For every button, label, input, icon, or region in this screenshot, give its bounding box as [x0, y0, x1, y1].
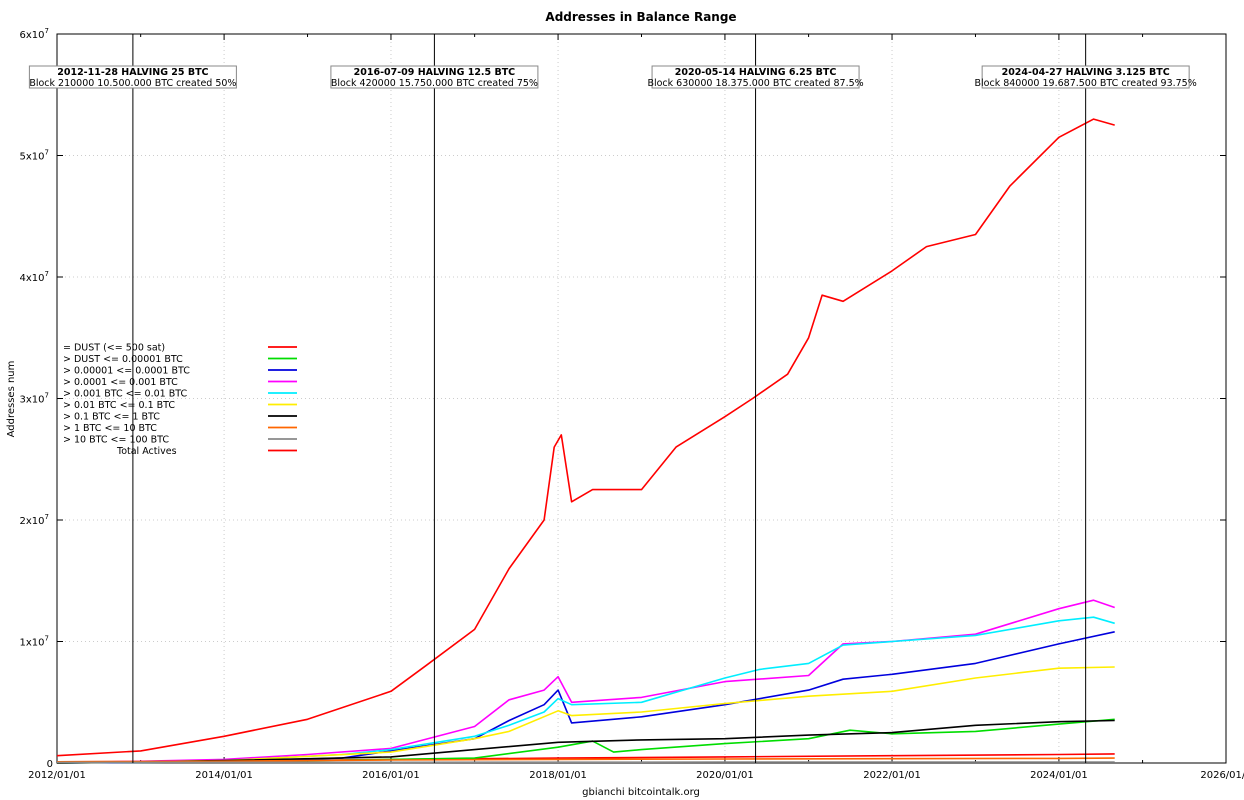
legend-label: = DUST (<= 500 sat): [63, 343, 165, 354]
halving-subtitle: Block 210000 10.500.000 BTC created 50%: [29, 78, 236, 89]
halving-subtitle: Block 420000 15.750.000 BTC created 75%: [331, 78, 538, 89]
legend-label: > 10 BTC <= 100 BTC: [63, 435, 169, 446]
legend-label: > 0.00001 <= 0.0001 BTC: [63, 366, 190, 377]
chart-title: Addresses in Balance Range: [545, 10, 736, 24]
legend-label: > DUST <= 0.00001 BTC: [63, 354, 183, 365]
halving-subtitle: Block 840000 19.687.500 BTC created 93.7…: [975, 78, 1197, 89]
x-axis-label: gbianchi bitcointalk.org: [582, 787, 700, 798]
grid: [57, 34, 1226, 763]
y-tick-label: 4x107: [20, 270, 49, 284]
x-tick-label: 2020/01/01: [696, 770, 754, 781]
y-axis-label: Addresses num: [6, 361, 17, 438]
halving-box: [651, 65, 860, 89]
y-tick-label: 2x107: [20, 513, 49, 527]
series-line-0-0001-0-001-btc: [56, 599, 1115, 764]
legend-label: > 0.1 BTC <= 1 BTC: [63, 412, 160, 423]
legend-label: Total Actives: [116, 446, 177, 457]
legend: = DUST (<= 500 sat)> DUST <= 0.00001 BTC…: [63, 343, 297, 457]
legend-label: > 0.0001 <= 0.001 BTC: [63, 377, 178, 388]
x-tick-label: 2024/01/01: [1030, 770, 1088, 781]
halving-title: 2016-07-09 HALVING 12.5 BTC: [354, 67, 516, 78]
y-tick-label: 5x107: [20, 149, 49, 163]
y-tick-label: 0: [47, 759, 53, 770]
x-tick-label: 2022/01/01: [863, 770, 921, 781]
x-tick-label: 2018/01/01: [529, 770, 587, 781]
series-line-1-btc-10-btc: [56, 757, 1115, 763]
halving-title: 2024-04-27 HALVING 3.125 BTC: [1002, 67, 1170, 78]
axes: 2012/01/01 2014/01/01 2016/01/01 2018/01/01…: [20, 27, 1244, 781]
y-tick-label: 6x107: [20, 27, 49, 41]
x-tick-label: 2014/01/01: [195, 770, 253, 781]
halving-subtitle: Block 630000 18.375.000 BTC created 87.5…: [647, 78, 863, 89]
y-tick-label: 3x107: [20, 392, 49, 406]
halving-box: [330, 65, 539, 89]
series-line-total-actives: [56, 118, 1115, 757]
legend-label: > 0.01 BTC <= 0.1 BTC: [63, 400, 175, 411]
legend-label: > 0.001 BTC <= 0.01 BTC: [63, 389, 187, 400]
series-line-dust-0-00001-btc: [56, 718, 1115, 764]
series-lines: [56, 118, 1115, 764]
series-line-0-01-btc-0-1-btc: [56, 666, 1115, 764]
x-tick-label: 2026/01/0: [1200, 770, 1244, 781]
x-tick-label: 2012/01/01: [28, 770, 86, 781]
x-tick-label: 2016/01/01: [362, 770, 420, 781]
series-line-0-00001-0-0001-btc: [56, 631, 1115, 764]
halving-title: 2012-11-28 HALVING 25 BTC: [57, 67, 208, 78]
series-line-0-1-btc-1-btc: [56, 719, 1115, 764]
halving-box: [981, 65, 1190, 89]
series-line-0-001-btc-0-01-btc: [56, 616, 1115, 764]
halving-box: [28, 65, 237, 89]
legend-label: > 1 BTC <= 10 BTC: [63, 423, 157, 434]
y-tick-label: 1x107: [20, 635, 49, 649]
halving-title: 2020-05-14 HALVING 6.25 BTC: [675, 67, 837, 78]
